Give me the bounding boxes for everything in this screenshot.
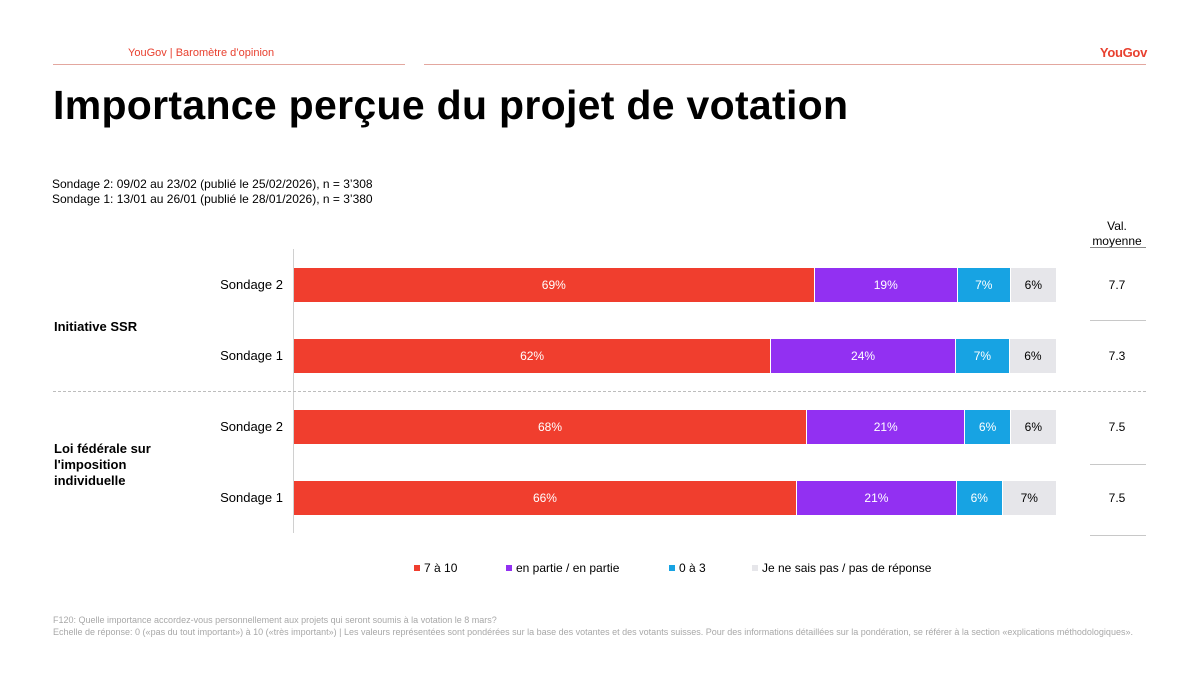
mean-header-underline [1090, 247, 1146, 248]
seg-0-a-3: 6% [956, 481, 1003, 515]
mean-value: 7.5 [1108, 491, 1126, 505]
seg-7-a-10: 68% [294, 410, 808, 444]
bar-row: 62% 24% 7% 6% [294, 339, 1056, 373]
legend-label-ne-sais-pas: Je ne sais pas / pas de réponse [762, 561, 932, 575]
seg-en-partie: 24% [771, 339, 956, 373]
chart-legend: 7 à 10 en partie / en partie 0 à 3 Je ne… [0, 561, 1200, 577]
legend-swatch-en-partie [506, 565, 512, 571]
mean-header-line-1: Val. [1107, 219, 1127, 233]
sample-info: Sondage 2: 09/02 au 23/02 (publié le 25/… [52, 177, 373, 207]
seg-7-a-10: 62% [294, 339, 772, 373]
seg-en-partie: 21% [807, 410, 966, 444]
group-label-loi-federale: Loi fédérale sur l'imposition individuel… [54, 441, 151, 488]
header-rule-right [424, 64, 1146, 65]
mean-separator [1090, 464, 1146, 465]
mean-separator [1090, 535, 1146, 536]
row-label: Sondage 1 [220, 490, 283, 505]
mean-value: 7.3 [1108, 349, 1126, 363]
page-title: Importance perçue du projet de votation [53, 82, 849, 128]
seg-en-partie: 19% [814, 268, 958, 302]
mean-value: 7.5 [1108, 420, 1126, 434]
legend-item-7-a-10: 7 à 10 [414, 561, 457, 575]
legend-item-en-partie: en partie / en partie [506, 561, 619, 575]
seg-ne-sais-pas: 7% [1002, 481, 1056, 515]
seg-ne-sais-pas: 6% [1010, 268, 1056, 302]
legend-label-7-a-10: 7 à 10 [424, 561, 458, 575]
legend-swatch-ne-sais-pas [752, 565, 758, 571]
mean-value: 7.7 [1108, 278, 1126, 292]
seg-7-a-10: 69% [294, 268, 815, 302]
row-label: Sondage 2 [220, 419, 283, 434]
group-separator [53, 391, 1146, 392]
bar-row: 68% 21% 6% 6% [294, 410, 1056, 444]
bar-row: 69% 19% 7% 6% [294, 268, 1056, 302]
row-label: Sondage 2 [220, 277, 283, 292]
seg-ne-sais-pas: 6% [1010, 410, 1056, 444]
source-label: YouGov | Baromètre d’opinion [128, 47, 275, 59]
legend-swatch-0-a-3 [669, 565, 675, 571]
legend-label-0-a-3: 0 à 3 [679, 561, 706, 575]
legend-label-en-partie: en partie / en partie [516, 561, 620, 575]
seg-ne-sais-pas: 6% [1009, 339, 1056, 373]
footnote-question: F120: Quelle importance accordez-vous pe… [53, 615, 497, 625]
seg-0-a-3: 6% [965, 410, 1011, 444]
header-rule-left [53, 64, 405, 65]
sample-info-line-2: Sondage 2: 09/02 au 23/02 (publié le 25/… [52, 177, 373, 191]
footnote: F120: Quelle importance accordez-vous pe… [53, 614, 1133, 638]
seg-en-partie: 21% [796, 481, 957, 515]
bar-row: 66% 21% 6% 7% [294, 481, 1056, 515]
seg-7-a-10: 66% [294, 481, 797, 515]
mean-header-line-2: moyenne [1092, 234, 1142, 248]
group-label-initiative-ssr: Initiative SSR [54, 319, 138, 334]
yougov-logo: YouGov [1099, 45, 1147, 60]
sample-info-line-1: Sondage 1: 13/01 au 26/01 (publié le 28/… [52, 192, 373, 206]
legend-item-0-a-3: 0 à 3 [669, 561, 706, 575]
footnote-scale: Echelle de réponse: 0 («pas du tout impo… [53, 627, 1133, 637]
mean-separator [1090, 320, 1146, 321]
seg-0-a-3: 7% [955, 339, 1010, 373]
legend-item-ne-sais-pas: Je ne sais pas / pas de réponse [752, 561, 931, 575]
row-label: Sondage 1 [220, 348, 283, 363]
legend-swatch-7-a-10 [414, 565, 420, 571]
mean-column-header: Val. moyenne [1088, 219, 1146, 249]
seg-0-a-3: 7% [957, 268, 1011, 302]
